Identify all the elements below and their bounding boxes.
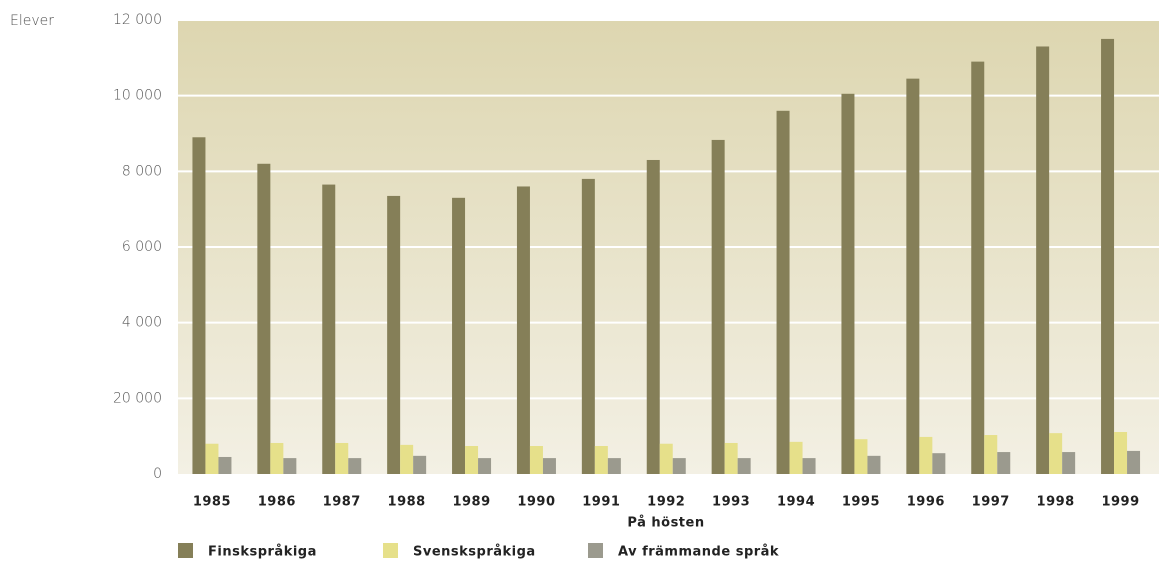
x-tick-label: 1995 bbox=[842, 495, 880, 510]
bar bbox=[932, 453, 946, 474]
bar bbox=[516, 186, 530, 474]
bar bbox=[322, 184, 336, 474]
legend-swatch bbox=[588, 543, 603, 558]
y-tick-label: 12 000 bbox=[113, 12, 162, 28]
y-tick-label: 4 000 bbox=[122, 315, 162, 331]
bar bbox=[789, 441, 803, 474]
bar bbox=[452, 197, 466, 475]
bar bbox=[1049, 433, 1063, 474]
bar bbox=[984, 435, 998, 474]
x-tick-label: 1993 bbox=[712, 495, 750, 510]
legend-label: Av främmande språk bbox=[618, 545, 779, 560]
y-tick-label: 8 000 bbox=[122, 163, 162, 179]
bar bbox=[542, 458, 556, 474]
bar bbox=[1062, 452, 1076, 474]
bar bbox=[205, 443, 219, 474]
bar bbox=[413, 455, 427, 474]
x-tick-label: 1991 bbox=[582, 495, 620, 510]
x-tick-label: 1988 bbox=[388, 495, 426, 510]
bar bbox=[465, 446, 479, 474]
bar bbox=[711, 139, 725, 474]
bar bbox=[737, 458, 751, 474]
legend-label: Svenskspråkiga bbox=[413, 545, 536, 560]
x-tick-label: 1997 bbox=[972, 495, 1010, 510]
bar bbox=[646, 159, 660, 474]
legend-swatch bbox=[383, 543, 398, 558]
x-tick-label: 1985 bbox=[193, 495, 231, 510]
y-tick-label: 6 000 bbox=[122, 239, 162, 255]
bar bbox=[283, 458, 297, 474]
bar bbox=[218, 456, 232, 474]
bar bbox=[1114, 432, 1128, 474]
bar bbox=[529, 446, 543, 474]
bar bbox=[672, 458, 686, 474]
y-tick-label: 10 000 bbox=[113, 88, 162, 104]
bar bbox=[802, 458, 816, 474]
x-tick-label: 1996 bbox=[907, 495, 945, 510]
bar bbox=[478, 458, 492, 474]
bar bbox=[581, 178, 595, 474]
bar bbox=[724, 442, 738, 474]
bar bbox=[270, 442, 284, 474]
bar bbox=[192, 137, 206, 475]
bar bbox=[335, 442, 349, 474]
x-tick-label: 1990 bbox=[517, 495, 555, 510]
x-axis-label: På hösten bbox=[627, 516, 704, 531]
bar bbox=[776, 110, 790, 475]
bar bbox=[867, 455, 881, 474]
bar bbox=[971, 61, 985, 474]
y-tick-label: 0 bbox=[153, 466, 162, 482]
bar bbox=[257, 163, 271, 474]
bar bbox=[919, 436, 933, 474]
bar bbox=[1036, 46, 1050, 474]
legend-label: Finskspråkiga bbox=[208, 545, 317, 560]
bar bbox=[1127, 450, 1141, 474]
legend-swatch bbox=[178, 543, 193, 558]
x-tick-label: 1992 bbox=[647, 495, 685, 510]
bar bbox=[607, 458, 621, 474]
x-tick-label: 1986 bbox=[258, 495, 296, 510]
x-tick-label: 1999 bbox=[1101, 495, 1139, 510]
x-tick-label: 1998 bbox=[1037, 495, 1075, 510]
x-tick-label: 1994 bbox=[777, 495, 815, 510]
bar bbox=[400, 444, 414, 474]
bar bbox=[997, 452, 1011, 474]
bar bbox=[854, 439, 868, 474]
bar bbox=[659, 443, 673, 474]
bar bbox=[906, 78, 920, 475]
x-tick-label: 1987 bbox=[323, 495, 361, 510]
bar bbox=[1101, 38, 1115, 475]
y-tick-label: 20 000 bbox=[113, 390, 162, 406]
x-tick-label: 1989 bbox=[452, 495, 490, 510]
bar bbox=[594, 446, 608, 474]
bar bbox=[387, 195, 401, 475]
bar bbox=[348, 458, 362, 474]
bar bbox=[841, 93, 855, 475]
y-axis-label: Elever bbox=[10, 13, 54, 29]
